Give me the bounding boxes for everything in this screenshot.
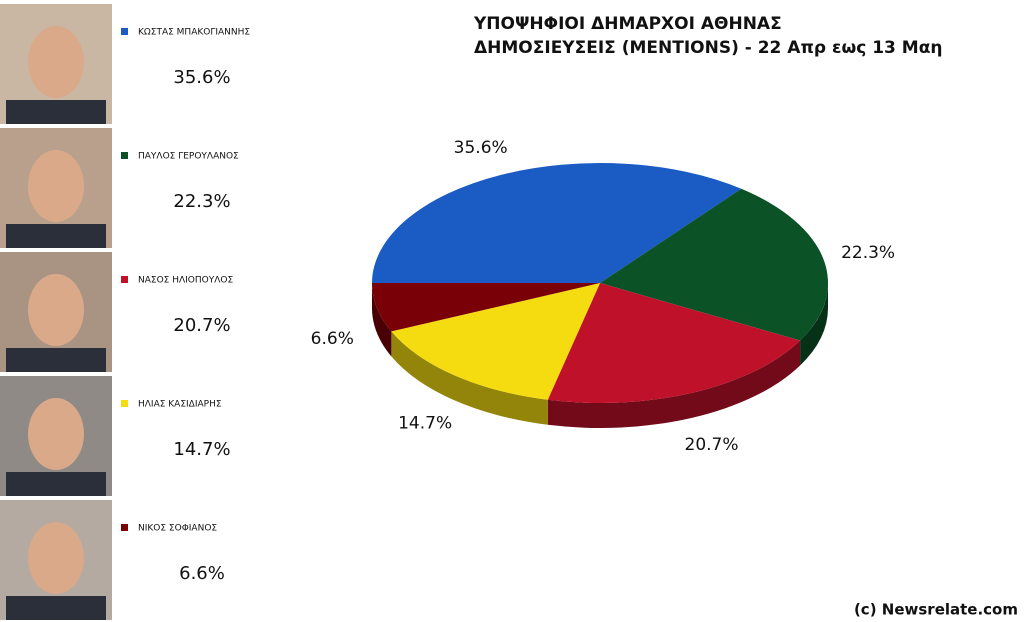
credit: (c) Newsrelate.com bbox=[854, 601, 1018, 619]
legend-label: ΗΛΙΑΣ ΚΑΣΙΔΙΑΡΗΣ bbox=[138, 400, 222, 410]
legend-label: ΝΙΚΟΣ ΣΟΦΙΑΝΟΣ bbox=[138, 524, 217, 534]
chart-title: ΥΠΟΨΗΦΙΟΙ ΔΗΜΑΡΧΟΙ ΑΘΗΝΑΣ bbox=[473, 14, 782, 34]
data-label: 22.3% bbox=[841, 243, 895, 263]
slice bbox=[600, 188, 828, 341]
data-label: 14.7% bbox=[398, 413, 452, 433]
legend-value: 14.7% bbox=[173, 439, 230, 460]
portrait-shoulders bbox=[6, 224, 106, 248]
data-label: 20.7% bbox=[685, 435, 739, 455]
legend-swatch bbox=[121, 400, 128, 407]
legend-swatch bbox=[121, 276, 128, 283]
slice-side bbox=[547, 340, 801, 429]
data-label: 35.6% bbox=[454, 138, 508, 158]
legend-label: ΠΑΥΛΟΣ ΓΕΡΟΥΛΑΝΟΣ bbox=[138, 152, 239, 162]
legend-swatch bbox=[121, 152, 128, 159]
slice bbox=[372, 162, 742, 283]
portrait-shoulders bbox=[6, 100, 106, 124]
slice-side bbox=[800, 283, 828, 366]
portrait-face bbox=[28, 398, 84, 470]
portrait-face bbox=[28, 26, 84, 98]
portrait-shoulders bbox=[6, 348, 106, 372]
portrait-face bbox=[28, 274, 84, 346]
portrait-face bbox=[28, 522, 84, 594]
slice bbox=[547, 283, 801, 403]
portrait-face bbox=[28, 150, 84, 222]
chart-subtitle: ΔΗΜΟΣΙΕΥΣΕΙΣ (MENTIONS) - 22 Απρ εως 13 … bbox=[474, 38, 943, 58]
legend-swatch bbox=[121, 524, 128, 531]
portrait-shoulders bbox=[6, 596, 106, 620]
legend-value: 20.7% bbox=[173, 315, 230, 336]
portrait-shoulders bbox=[6, 472, 106, 496]
slice-side bbox=[391, 331, 548, 425]
slice bbox=[391, 283, 600, 400]
data-label: 6.6% bbox=[311, 329, 354, 349]
legend-label: ΚΩΣΤΑΣ ΜΠΑΚΟΓΙΑΝΝΗΣ bbox=[138, 28, 250, 38]
slice bbox=[372, 283, 600, 332]
legend-value: 35.6% bbox=[173, 67, 230, 88]
legend-swatch bbox=[121, 28, 128, 35]
legend-value: 6.6% bbox=[179, 563, 225, 584]
legend-label: ΝΑΣΟΣ ΗΛΙΟΠΟΥΛΟΣ bbox=[138, 276, 233, 286]
slice-side bbox=[372, 283, 392, 357]
legend-value: 22.3% bbox=[173, 191, 230, 212]
